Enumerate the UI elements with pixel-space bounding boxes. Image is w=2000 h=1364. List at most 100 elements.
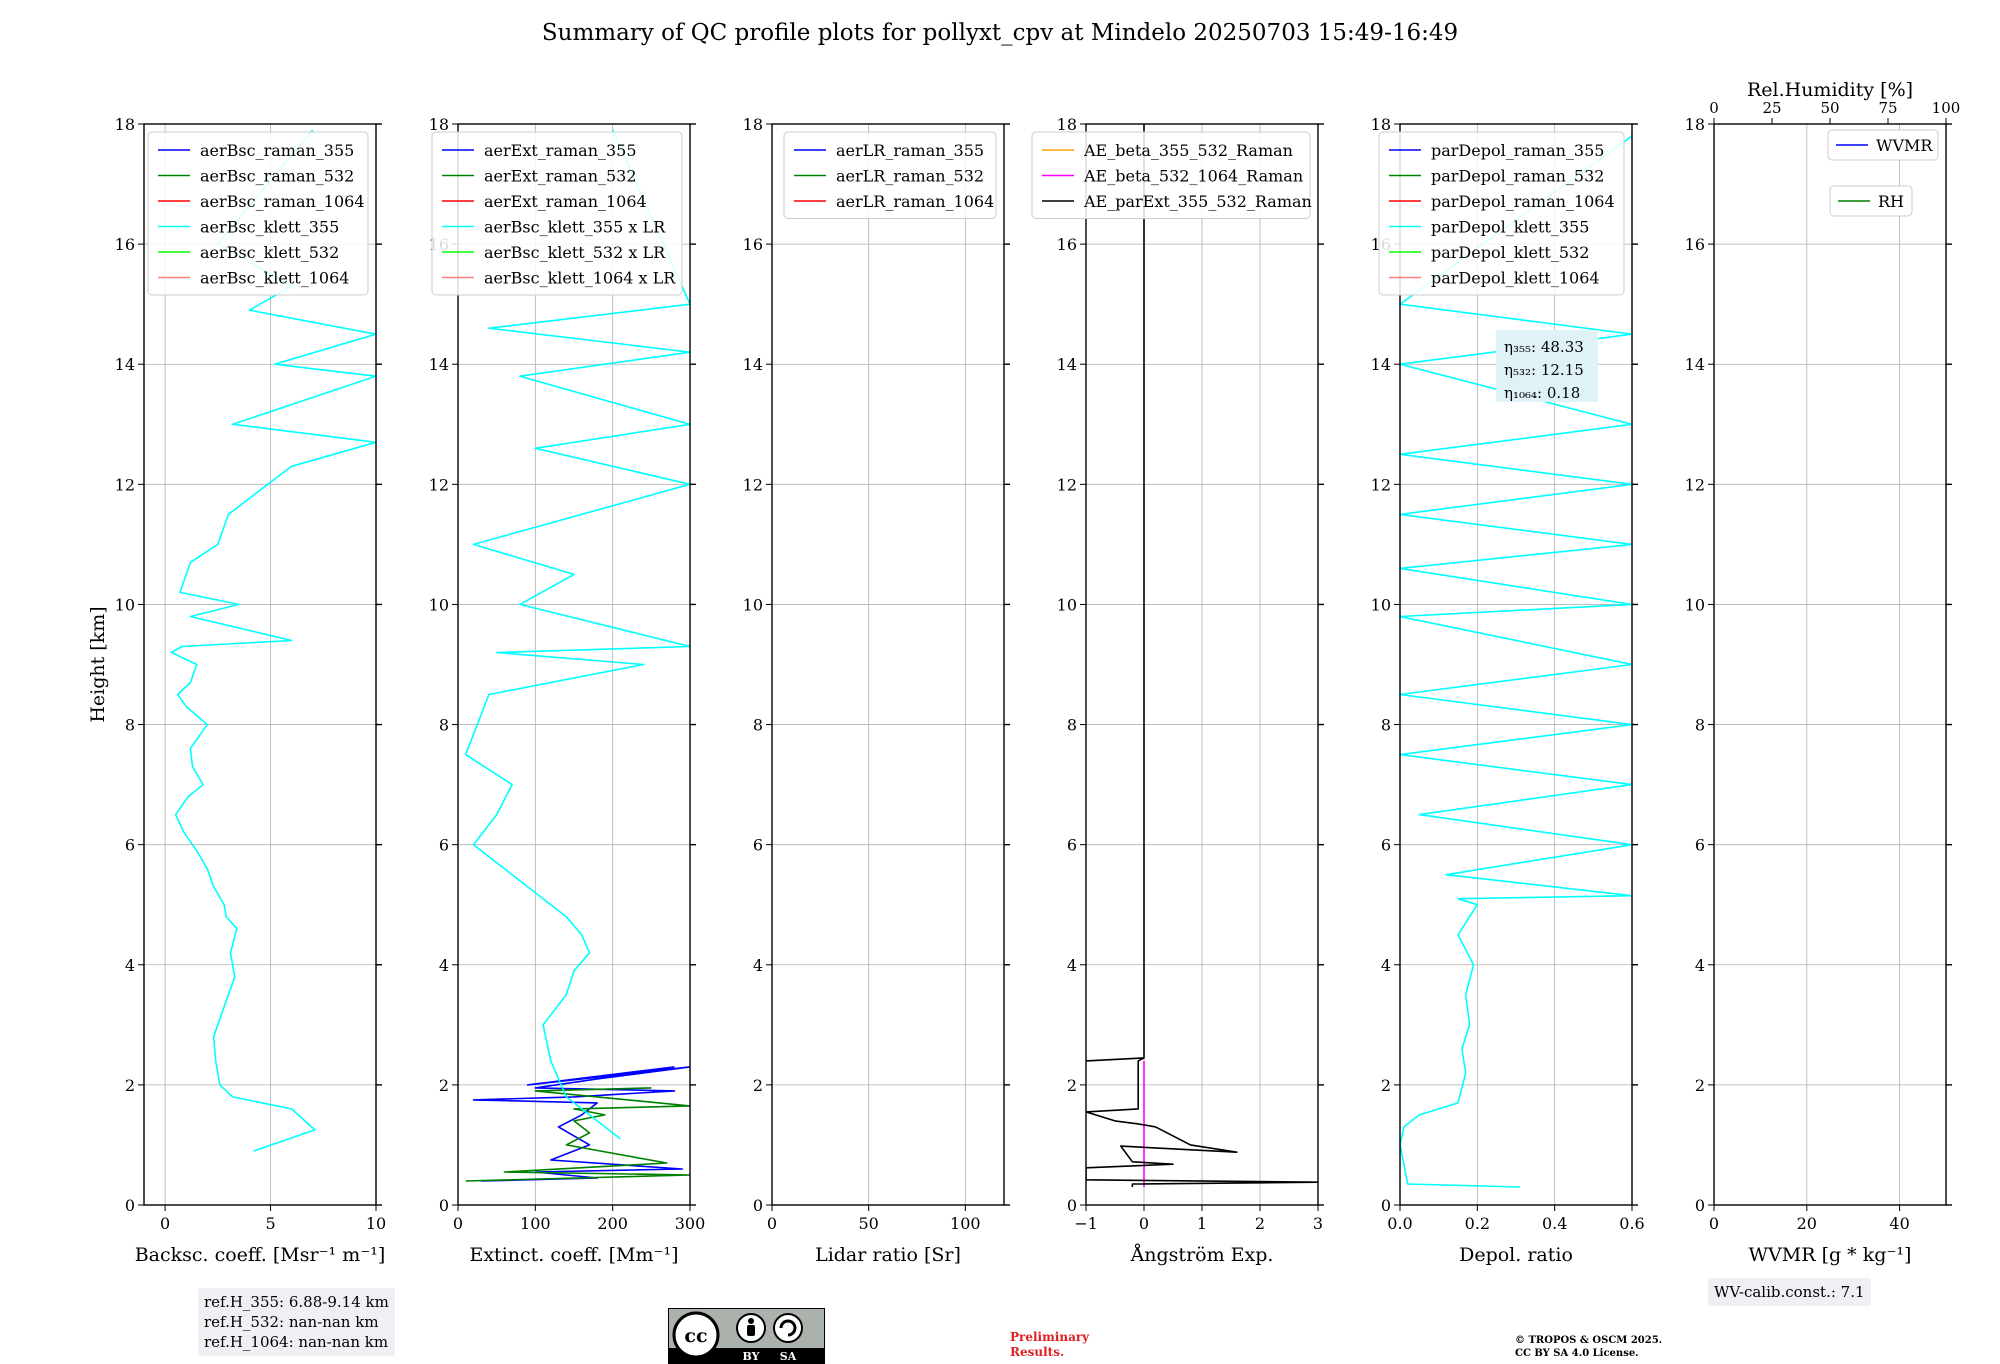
y-tick-label: 4	[753, 956, 763, 975]
y-tick-label: 0	[439, 1196, 449, 1215]
plot-panel-3: 0 50 100 0 2 4 6 8 10 12 14 16 18 Lidar ratio [Sr] aer…	[743, 115, 1010, 1266]
y-tick-label: 18	[115, 115, 135, 134]
x-tick-label: 5	[265, 1214, 275, 1233]
plot-frame	[457, 123, 691, 1206]
plot-frame	[1085, 123, 1319, 1206]
y-tick-label: 2	[125, 1076, 135, 1095]
y-tick-label: 6	[1695, 836, 1705, 855]
legend: aerExt_raman_355 aerExt_raman_532 aerExt_r…	[431, 131, 683, 296]
x-tick-label: 300	[675, 1214, 706, 1233]
series-line-aerext-raman-532	[465, 1087, 690, 1182]
y-tick-label: 2	[1067, 1076, 1077, 1095]
x-tick-label: 0	[1709, 1214, 1719, 1233]
y-tick-label: 14	[115, 355, 135, 374]
legend-frame	[1829, 185, 1913, 217]
ref-height-532: ref.H_532: nan-nan km	[204, 1313, 379, 1331]
plot-panel-2: 0100200300024681012141618Extinct. coeff.…	[429, 115, 706, 1266]
x-tick-label: 200	[597, 1214, 628, 1233]
y-tick-label: 16	[1057, 235, 1077, 254]
y-tick-label: 8	[1067, 716, 1077, 735]
legend: WVMR RH	[1827, 129, 1939, 217]
legend-entry: aerBsc_klett_1064 x LR	[484, 269, 676, 288]
rh-tick-label: 50	[1820, 99, 1839, 117]
cc-logo-icon	[672, 1311, 720, 1359]
x-tick-label: 40	[1889, 1214, 1909, 1233]
x-tick-label: 3	[1313, 1214, 1323, 1233]
y-tick-label: 8	[753, 716, 763, 735]
by-body-shape	[747, 1325, 755, 1336]
rh-tick-label: 100	[1932, 99, 1961, 117]
y-tick-label: 12	[115, 475, 135, 494]
x-tick-label: 0.2	[1465, 1214, 1490, 1233]
legend-entry: aerLR_raman_1064	[836, 192, 994, 211]
x-tick-label: 0	[160, 1214, 170, 1233]
x-axis-label: WVMR [g * kg⁻¹]	[1749, 1244, 1912, 1266]
legend-frame	[431, 131, 683, 296]
y-tick-label: 18	[1371, 115, 1391, 134]
legend-frame	[147, 131, 369, 296]
y-tick-label: 12	[1057, 475, 1077, 494]
y-tick-label: 10	[743, 595, 763, 614]
series-group	[464, 129, 690, 1182]
series-line-aerext-raman-355	[472, 1066, 690, 1182]
y-tick-label: 0	[1381, 1196, 1391, 1215]
y-tick-label: 8	[439, 716, 449, 735]
y-tick-label: 4	[439, 956, 449, 975]
plot-frame	[1399, 123, 1633, 1206]
legend-entry: parDepol_klett_1064	[1431, 269, 1600, 288]
x-axis-label: Depol. ratio	[1459, 1244, 1573, 1266]
share-alike-arrow	[779, 1319, 797, 1337]
y-tick-label: 14	[1685, 355, 1705, 374]
legend-frame	[1378, 131, 1625, 296]
by-head-shape	[748, 1318, 754, 1324]
y-tick-label: 6	[753, 836, 763, 855]
legend: aerLR_raman_355 aerLR_raman_532 aerLR_rama…	[783, 131, 997, 219]
copyright-line-1: © TROPOS & OSCM 2025.	[1515, 1335, 1663, 1346]
x-tick-label: 0	[453, 1214, 463, 1233]
y-tick-label: 14	[1057, 355, 1077, 374]
y-tick-label: 10	[1685, 595, 1705, 614]
y-tick-label: 18	[1685, 115, 1705, 134]
y-tick-label: 6	[439, 836, 449, 855]
legend-entry: RH	[1878, 192, 1904, 211]
rh-tick-label: 0	[1709, 99, 1719, 117]
legend-entry: parDepol_klett_355	[1431, 218, 1589, 237]
y-tick-label: 2	[1695, 1076, 1705, 1095]
y-tick-label: 2	[753, 1076, 763, 1095]
x-tick-label: 0.6	[1619, 1214, 1644, 1233]
y-tick-label: 16	[743, 235, 763, 254]
rh-tick-label: 25	[1762, 99, 1781, 117]
y-tick-label: 0	[1695, 1196, 1705, 1215]
legend-frame	[1827, 129, 1939, 161]
series-group	[170, 129, 376, 1152]
preliminary-results-note: Preliminary Results.	[1010, 1330, 1089, 1360]
legend-entry: aerBsc_klett_532 x LR	[484, 243, 666, 262]
by-label: BY	[743, 1350, 760, 1363]
legend-entry: AE_beta_532_1064_Raman	[1083, 167, 1303, 186]
y-tick-label: 18	[1057, 115, 1077, 134]
legend: aerBsc_raman_355 aerBsc_raman_532 aerBsc_r…	[147, 131, 369, 296]
legend-entry: aerBsc_klett_1064	[200, 269, 349, 288]
x-tick-label: 100	[520, 1214, 551, 1233]
eta-label: η₃₅₅: 48.33	[1504, 338, 1584, 356]
series-line-ae-parext-355-532-raman	[1086, 124, 1318, 1187]
legend-entry: aerExt_raman_532	[484, 167, 637, 186]
legend-entry: AE_beta_355_532_Raman	[1083, 141, 1293, 160]
y-tick-label: 14	[1371, 355, 1391, 374]
y-tick-label: 0	[1067, 1196, 1077, 1215]
y-tick-label: 4	[1067, 956, 1077, 975]
y-tick-label: 18	[743, 115, 763, 134]
legend: parDepol_raman_355 parDepol_raman_532 parD…	[1378, 131, 1625, 296]
legend-entry: parDepol_raman_355	[1431, 141, 1604, 160]
y-axis-label: Height [km]	[87, 606, 109, 722]
eta-label: η₅₃₂: 12.15	[1504, 361, 1584, 379]
plot-panel-1: 0 5 10 0 2 4 6 8 10 12 14 16 18 Backsc. coeff. [Msr⁻¹…	[115, 115, 387, 1266]
y-tick-label: 12	[1371, 475, 1391, 494]
x-tick-label: 1	[1197, 1214, 1207, 1233]
series-group	[1400, 135, 1632, 1188]
legend-entry: aerBsc_klett_355 x LR	[484, 218, 666, 237]
legend-entry: aerBsc_raman_355	[200, 141, 354, 160]
ref-height-1064: ref.H_1064: nan-nan km	[204, 1333, 389, 1351]
legend-entry: parDepol_klett_532	[1431, 243, 1589, 262]
